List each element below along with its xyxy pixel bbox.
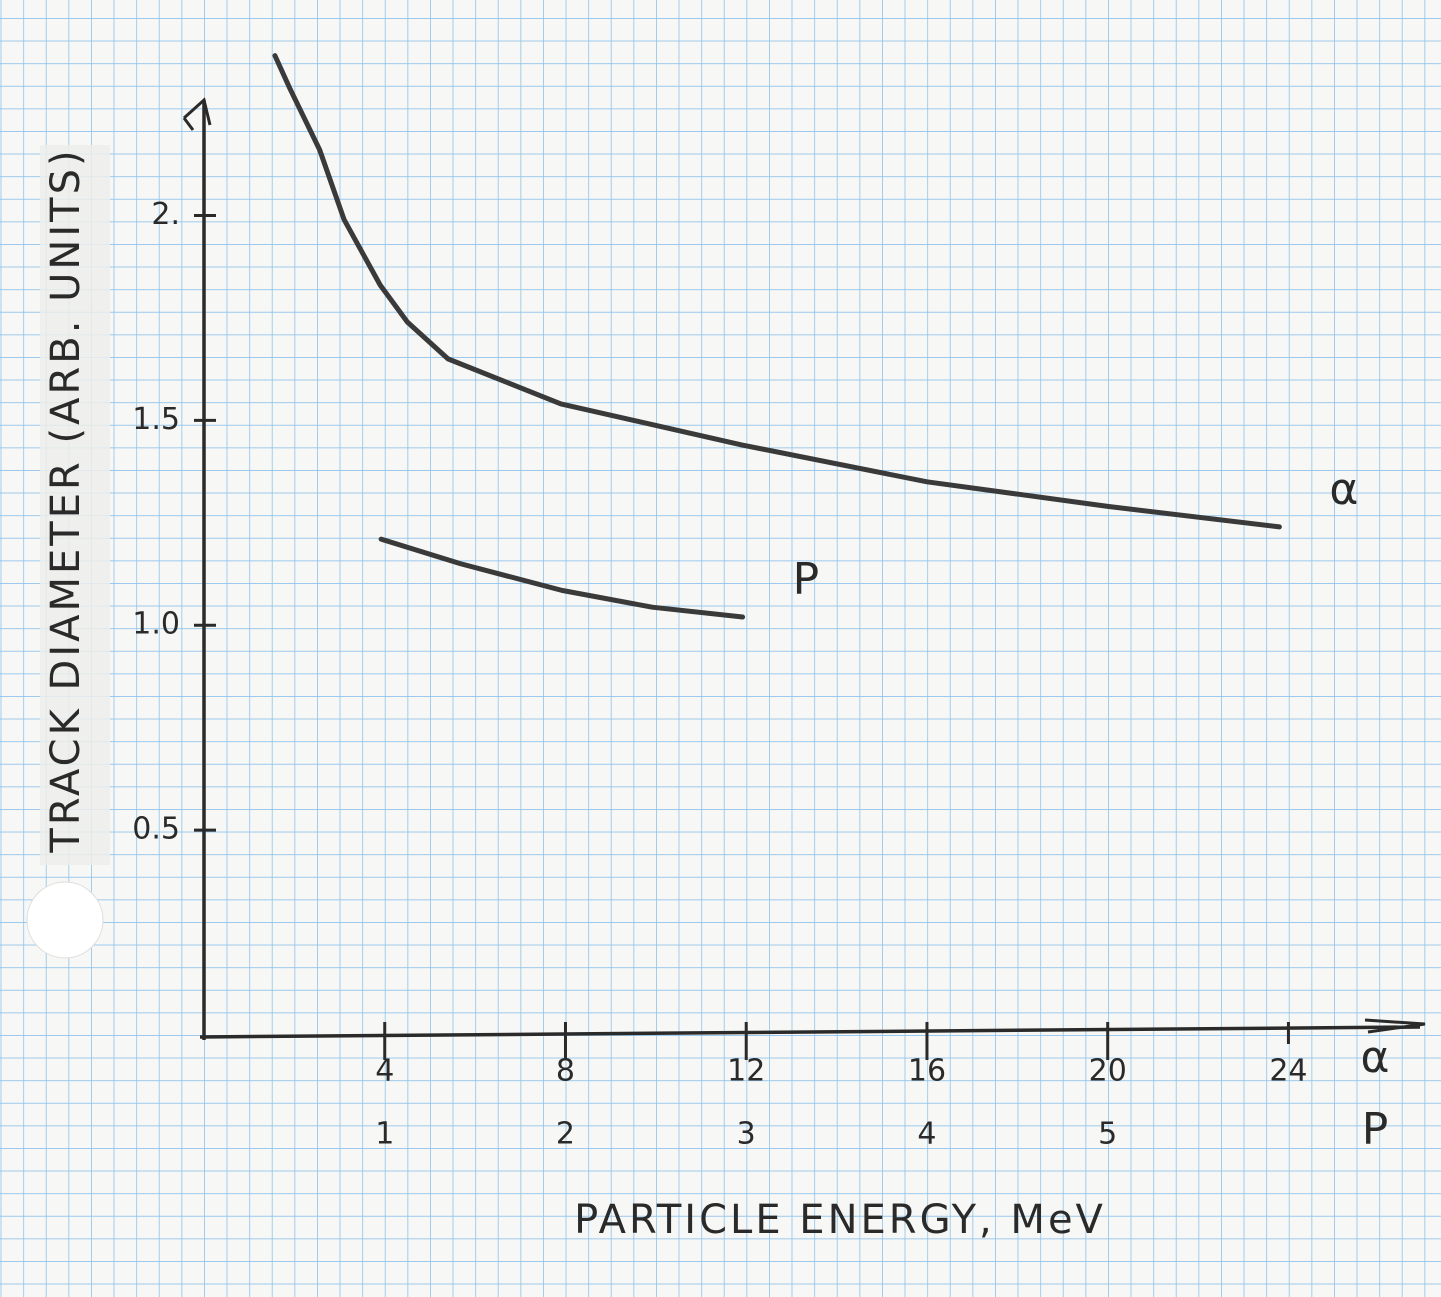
axis-row-label: α: [1360, 1032, 1389, 1083]
y-tick-label: 1.5: [132, 402, 180, 437]
y-axis-title: TRACK DIAMETER (ARB. UNITS): [43, 147, 89, 853]
x2-tick-label: 2: [556, 1117, 575, 1152]
x2-tick-label: 1: [375, 1117, 394, 1152]
y-tick-label: 1.0: [132, 607, 180, 642]
y-tick-label: 0.5: [132, 812, 180, 847]
x2-tick-label: 4: [917, 1117, 936, 1152]
x2-tick-label: 5: [1098, 1117, 1117, 1152]
graph-grid: [0, 0, 1441, 1297]
x-axis-title: PARTICLE ENERGY, MeV: [574, 1197, 1106, 1243]
y-tick-label: 2.: [151, 197, 180, 232]
axis-row-label: P: [1362, 1104, 1389, 1155]
x-tick-label: 24: [1269, 1054, 1307, 1089]
x2-tick-label: 3: [737, 1117, 756, 1152]
series-label: α: [1329, 464, 1358, 515]
series-label: P: [793, 554, 820, 605]
binder-hole: [27, 882, 103, 958]
chart: TRACK DIAMETER (ARB. UNITS) PARTICLE ENE…: [0, 0, 1441, 1297]
